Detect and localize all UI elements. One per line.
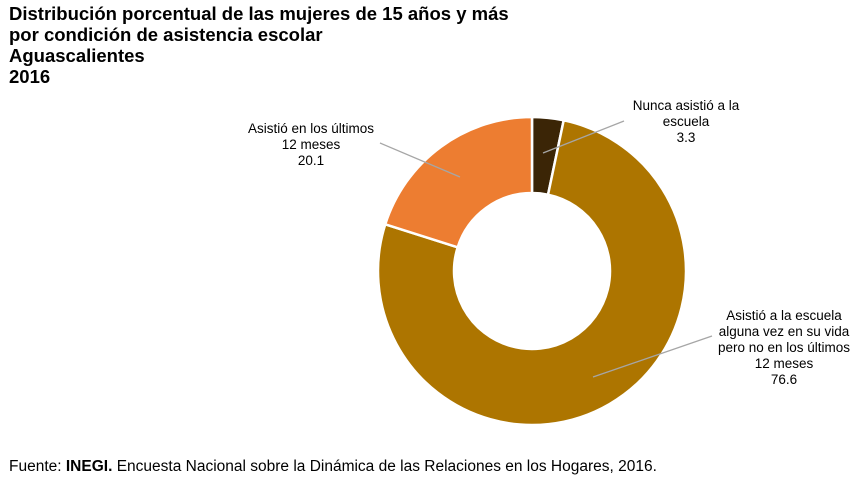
leader-line-1	[542, 120, 625, 154]
chart-title-line-2: por condición de asistencia escolar	[9, 24, 323, 45]
source-text: Encuesta Nacional sobre la Dinámica de l…	[112, 458, 657, 475]
leader-line-3	[379, 142, 461, 178]
chart-title-line-1: Distribución porcentual de las mujeres d…	[9, 3, 509, 24]
slice-value-label-1: 3.3	[677, 130, 696, 145]
donut-slice-3	[383, 115, 534, 249]
slice-label-line: 12 meses	[282, 137, 341, 152]
donut-slice-2	[376, 118, 688, 427]
source-prefix: Fuente:	[9, 458, 66, 475]
slice-label-line: escuela	[663, 114, 710, 129]
slice-label-2: Asistió a la escuela alguna vez en su vid…	[718, 308, 850, 387]
slice-label-line: 12 meses	[755, 356, 814, 371]
slice-label-1: Nunca asistió a la escuela 3.3	[633, 98, 740, 145]
slice-label-line: Asistió a la escuela	[726, 308, 842, 323]
chart-title: Distribución porcentual de las mujeres d…	[9, 3, 509, 87]
leader-line-2	[592, 335, 713, 378]
slice-label-3: Asistió en los últimos 12 meses 20.1	[248, 121, 374, 168]
slice-value-label-3: 20.1	[298, 153, 324, 168]
slice-label-line: Asistió en los últimos	[248, 121, 374, 136]
slice-label-line: Nunca asistió a la	[633, 98, 740, 113]
chart-title-line-3: Aguascalientes	[9, 45, 145, 66]
slice-label-line: alguna vez en su vida	[719, 324, 850, 339]
slice-value-label-2: 76.6	[771, 372, 797, 387]
source-org: INEGI.	[65, 458, 113, 475]
chart-title-line-4: 2016	[9, 66, 51, 87]
source-note: Fuente: INEGI. Encuesta Nacional sobre l…	[9, 458, 657, 476]
slice-label-line: pero no en los últimos	[718, 340, 850, 355]
